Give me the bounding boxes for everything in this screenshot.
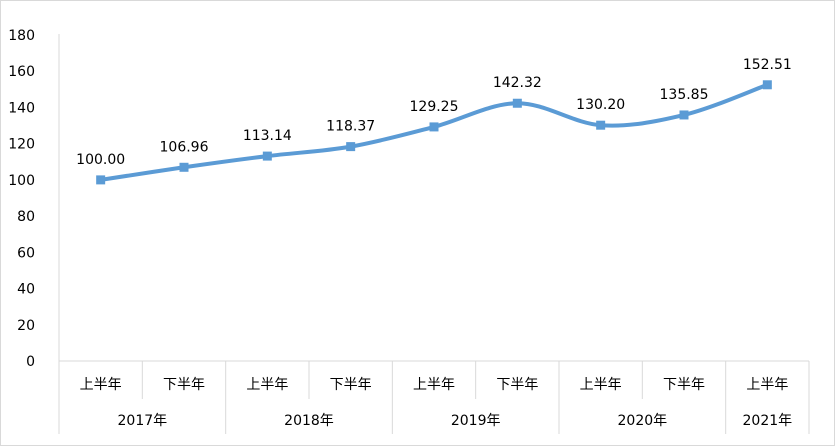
data-point-marker [679, 110, 689, 120]
x-category-label: 下半年 [496, 377, 538, 393]
data-label: 106.96 [160, 139, 209, 155]
data-point-marker [262, 151, 272, 161]
data-label: 130.20 [576, 97, 625, 113]
y-tick-label: 120 [8, 137, 35, 153]
y-tick-label: 40 [17, 282, 35, 298]
data-label: 118.37 [326, 119, 375, 135]
x-category-label: 下半年 [663, 377, 705, 393]
data-point-marker [346, 142, 356, 152]
y-tick-label: 140 [8, 100, 35, 116]
x-group-label: 2017年 [118, 413, 168, 429]
x-group-label: 2021年 [743, 413, 793, 429]
y-tick-label: 100 [8, 173, 35, 189]
data-point-marker [596, 120, 606, 130]
y-tick-label: 160 [8, 64, 35, 80]
data-label: 113.14 [243, 128, 292, 144]
y-tick-label: 60 [17, 245, 35, 261]
data-point-marker [762, 80, 772, 90]
x-category-label: 上半年 [246, 377, 288, 393]
x-category-label: 上半年 [80, 377, 122, 393]
x-category-label: 下半年 [330, 377, 372, 393]
x-category-label: 下半年 [163, 377, 205, 393]
data-label: 152.51 [743, 57, 792, 73]
data-point-marker [179, 162, 189, 172]
x-group-label: 2018年 [284, 413, 334, 429]
x-group-label: 2020年 [618, 413, 668, 429]
y-tick-label: 80 [17, 209, 35, 225]
x-category-label: 上半年 [413, 377, 455, 393]
x-group-label: 2019年 [451, 413, 501, 429]
y-tick-label: 20 [17, 318, 35, 334]
y-tick-label: 0 [26, 354, 35, 370]
data-label: 142.32 [493, 75, 542, 91]
x-category-label: 上半年 [746, 377, 788, 393]
data-label: 135.85 [660, 87, 709, 103]
y-tick-label: 180 [8, 28, 35, 44]
x-category-label: 上半年 [580, 377, 622, 393]
data-label: 129.25 [410, 99, 459, 115]
data-point-marker [512, 98, 522, 108]
data-point-marker [96, 175, 106, 185]
data-label: 100.00 [76, 152, 125, 168]
data-point-marker [429, 122, 439, 132]
